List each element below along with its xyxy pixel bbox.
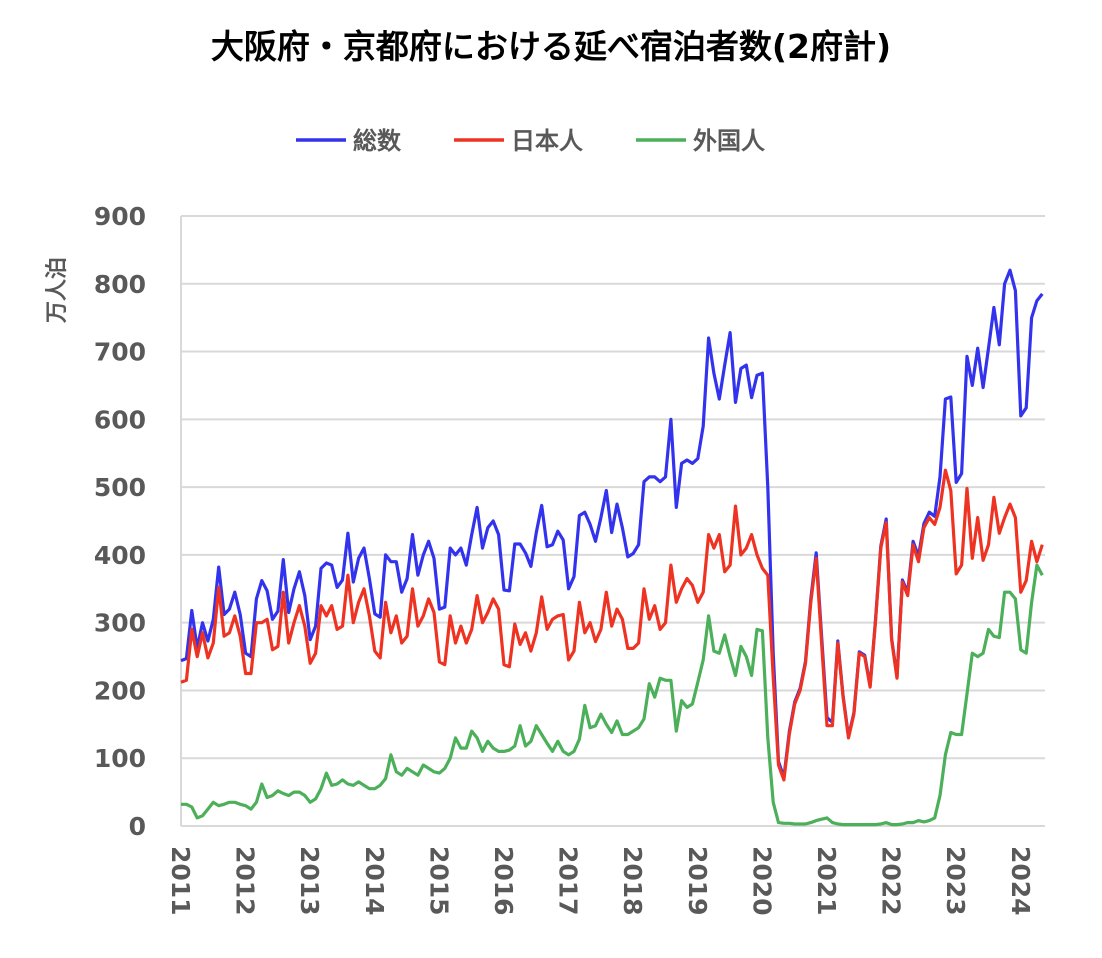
x-tick-label: 2023 bbox=[941, 846, 970, 916]
series-line-total bbox=[180, 268, 1044, 779]
series-line-japanese bbox=[180, 468, 1044, 782]
gridlines bbox=[180, 215, 1045, 827]
y-tick-label: 300 bbox=[94, 609, 146, 638]
x-tick-label: 2024 bbox=[1006, 846, 1035, 916]
y-tick-label: 400 bbox=[94, 541, 146, 570]
series-lines bbox=[180, 268, 1044, 827]
y-axis-label: 万人泊 bbox=[45, 257, 70, 324]
y-tick-label: 800 bbox=[94, 270, 146, 299]
legend-label: 総数 bbox=[353, 127, 402, 155]
y-tick-label: 0 bbox=[129, 812, 146, 841]
legend-label: 日本人 bbox=[511, 127, 583, 155]
y-tick-label: 600 bbox=[94, 405, 146, 434]
y-tick-label: 700 bbox=[94, 338, 146, 367]
legend-label: 外国人 bbox=[693, 127, 765, 155]
legend-item: 外国人 bbox=[636, 127, 765, 155]
x-tick-label: 2021 bbox=[812, 846, 841, 916]
x-tick-label: 2015 bbox=[424, 846, 453, 916]
x-tick-label: 2020 bbox=[747, 846, 776, 916]
x-tick-label: 2014 bbox=[360, 846, 389, 916]
y-tick-label: 200 bbox=[94, 676, 146, 705]
series-line-foreign bbox=[181, 563, 1044, 827]
legend-item: 総数 bbox=[296, 127, 402, 155]
y-tick-label: 100 bbox=[94, 744, 146, 773]
chart-title: 大阪府・京都府における延べ宿泊者数(2府計) bbox=[211, 27, 891, 66]
x-tick-label: 2018 bbox=[618, 846, 647, 916]
x-tick-label: 2017 bbox=[554, 846, 583, 916]
y-tick-label: 500 bbox=[94, 473, 146, 502]
legend-item: 日本人 bbox=[454, 127, 583, 155]
x-tick-label: 2019 bbox=[683, 846, 712, 916]
x-tick-label: 2011 bbox=[166, 846, 195, 916]
legend: 総数 日本人 外国人 bbox=[296, 127, 765, 155]
x-tick-label: 2013 bbox=[295, 846, 324, 916]
x-tick-label: 2022 bbox=[877, 846, 906, 916]
y-tick-label: 900 bbox=[94, 202, 146, 231]
x-tick-label: 2016 bbox=[489, 846, 518, 916]
x-axis-ticks: 2011 2012 2013 2014 2015 2016 2017 2018 2019 2020… bbox=[166, 846, 1035, 916]
y-axis-ticks: 0 100 200 300 400 500 600 700 800 900 bbox=[94, 202, 146, 841]
x-tick-label: 2012 bbox=[231, 846, 260, 916]
